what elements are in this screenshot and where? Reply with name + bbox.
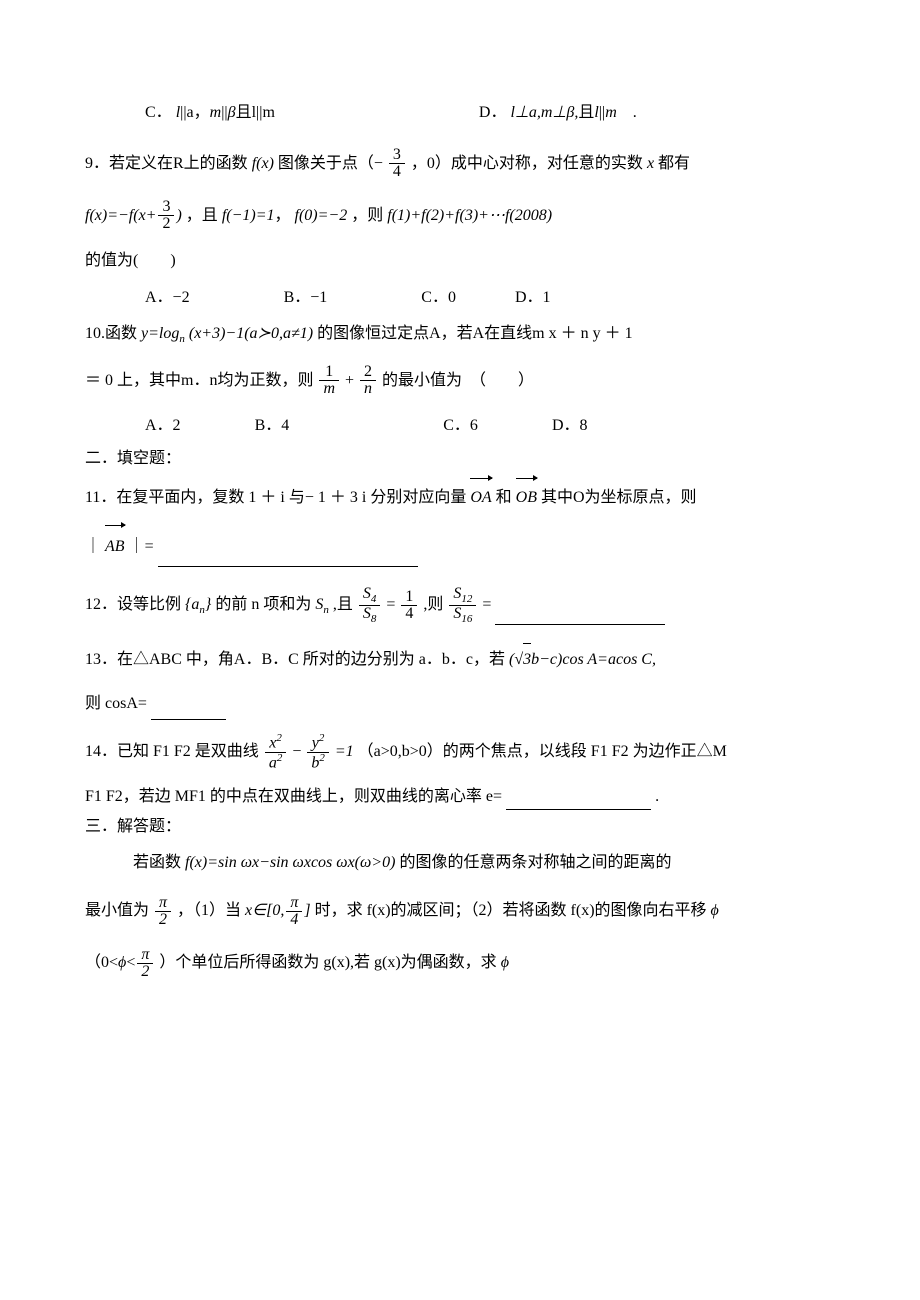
option-d: D． l⊥a,m⊥β,且l||m . [479, 100, 637, 126]
q9-optA: A．−2 [145, 285, 190, 311]
q10-options: A．2 B．4 C．6 D．8 [145, 413, 835, 439]
q9-fneg1: f(−1)=1 [222, 207, 275, 224]
q10-arg: (x+3)−1(a≻0,a≠1) [189, 325, 313, 342]
question-12: 12．设等比例 {an} 的前 n 项和为 Sn ,且 S4 S8 = 1 4 … [85, 585, 835, 625]
q12-text1: 12．设等比例 [85, 596, 181, 613]
q9-mid2: ，0）成中心对称，对任意的实数 [411, 155, 643, 172]
q14-frac2: y2 b2 [307, 733, 329, 771]
option-d-label: D． [479, 104, 507, 121]
q15-frac1: π 2 [155, 895, 171, 928]
q9-eq-left: f(x)=−f(x+ [85, 207, 156, 224]
question-13: 13．在△ABC 中，角A．B．C 所对的边分别为 a．b．c，若 (√3b−c… [85, 643, 835, 676]
question-14: 14．已知 F1 F2 是双曲线 x2 a2 − y2 b2 =1 （a>0,b… [85, 732, 835, 772]
question-15: 若函数 f(x)=sin ωx−sin ωxcos ωx(ω>0) 的图像的任意… [85, 847, 835, 879]
q12-frac3: S12 S16 [449, 586, 476, 625]
section-3-title: 三．解答题： [85, 814, 835, 840]
q9-optC: C．0 [421, 285, 456, 311]
q13-text1: 13．在△ABC 中，角A．B．C 所对的边分别为 a．b．c，若 [85, 651, 505, 668]
q13-expr: b−c)cos A=acos C, [531, 651, 656, 668]
q12-blank [495, 609, 665, 625]
question-9-line2: f(x)=−f(x+32) ，且 f(−1)=1， f(0)=−2 ，则 f(1… [85, 196, 835, 236]
q15-frac3: π2 [137, 947, 153, 980]
q15-phi3: ϕ [501, 954, 509, 971]
q15-text7: ）个单位后所得函数为 g(x),若 g(x)为偶函数，求 [159, 954, 496, 971]
q10-mid: 的图像恒过定点A，若A在直线m x ＋ n y ＋ 1 [317, 325, 633, 342]
q9-x: x [647, 155, 654, 172]
q10-line2a: ＝ 0 上，其中m．n均为正数，则 [85, 372, 313, 389]
q14-cond: （a>0,b>0）的两个焦点，以线段 F1 F2 为边作正△M [358, 743, 727, 760]
q9-mid1: 图像关于点（− [278, 155, 383, 172]
q12-text3: ,且 [333, 596, 353, 613]
q10-end: 的最小值为 （ ） [382, 372, 534, 389]
q15-frac2: π4 [286, 895, 302, 928]
q9-then: ，则 [351, 207, 383, 224]
q9-options: A．−2 B．−1 C．0 D．1 [145, 285, 835, 311]
q15-text5: 时，求 f(x)的减区间；（2）若将函数 f(x)的图像向右平移 [315, 902, 707, 919]
q9-fx: f(x) [252, 155, 274, 172]
q15-text3: 最小值为 [85, 902, 149, 919]
q11-vec-oa: OA [470, 480, 491, 515]
q11-blank [158, 551, 418, 567]
q12-text2: 的前 n 项和为 [215, 596, 311, 613]
q12-frac2: 1 4 [401, 589, 417, 622]
q15-text2: 的图像的任意两条对称轴之间的距离的 [399, 854, 671, 871]
question-9-line3: 的值为( ) [85, 248, 835, 274]
q9-and: ，且 [186, 207, 218, 224]
q11-abs-open: ｜ [85, 538, 101, 555]
q9-optB: B．−1 [284, 285, 328, 311]
q11-vec-ob: OB [516, 480, 537, 515]
q12-frac1: S4 S8 [359, 586, 381, 625]
q13-text2: 则 cosA= [85, 695, 147, 712]
q11-vec-ab: AB [105, 527, 125, 567]
question-11-line2: ｜ AB ｜= [85, 527, 835, 567]
q9-end: 的值为( ) [85, 252, 176, 269]
question-10: 10.函数 y=logn (x+3)−1(a≻0,a≠1) 的图像恒过定点A，若… [85, 321, 835, 349]
q14-blank [506, 794, 651, 810]
q15-text1: 若函数 [133, 854, 181, 871]
q10-optD: D．8 [552, 413, 588, 439]
q11-and: 和 [496, 489, 512, 506]
q10-frac2: 2 n [360, 364, 376, 397]
option-c-label: C． [145, 104, 172, 121]
question-9: 9．若定义在R上的函数 f(x) 图像关于点（− 3 4 ，0）成中心对称，对任… [85, 144, 835, 184]
q15-phi: ϕ [711, 902, 719, 919]
question-15-line3: （0<ϕ<π2 ）个单位后所得函数为 g(x),若 g(x)为偶函数，求 ϕ [85, 943, 835, 983]
question-14-line2: F1 F2，若边 MF1 的中点在双曲线上，则双曲线的离心率 e= . [85, 784, 835, 810]
q9-frac1: 3 4 [389, 147, 405, 180]
q11-text1: 11．在复平面内，复数 1 ＋ i 与− 1 ＋ 3 i 分别对应向量 [85, 489, 466, 506]
q9-frac2: 32 [158, 199, 174, 232]
q14-frac1: x2 a2 [265, 733, 287, 771]
q10-frac1: 1 m [319, 364, 339, 397]
section-2-title: 二．填空题： [85, 446, 835, 472]
q8-options: C． l||a，m||β且l||m D． l⊥a,m⊥β,且l||m . [145, 100, 835, 126]
q10-optB: B．4 [255, 413, 290, 439]
q9-sum: f(1)+f(2)+f(3)+⋯f(2008) [387, 207, 552, 224]
question-10-line2: ＝ 0 上，其中m．n均为正数，则 1 m + 2 n 的最小值为 （ ） [85, 361, 835, 401]
q15-fx: f(x)=sin ωx−sin ωxcos ωx(ω>0) [185, 854, 395, 871]
q11-abs-close: ｜= [129, 538, 154, 555]
q14-text1: 14．已知 F1 F2 是双曲线 [85, 743, 259, 760]
q10-optA: A．2 [145, 413, 181, 439]
q14-text2: F1 F2，若边 MF1 的中点在双曲线上，则双曲线的离心率 e= [85, 788, 502, 805]
question-13-line2: 则 cosA= [85, 688, 835, 720]
q13-blank [151, 704, 226, 720]
option-c: C． l||a，m||β且l||m [145, 100, 275, 126]
q12-then: ,则 [423, 596, 443, 613]
q10-optC: C．6 [443, 413, 478, 439]
q11-text2: 其中O为坐标原点，则 [541, 489, 697, 506]
question-11: 11．在复平面内，复数 1 ＋ i 与− 1 ＋ 3 i 分别对应向量 OA 和… [85, 480, 835, 515]
q14-period: . [655, 788, 659, 805]
q9-prefix: 9．若定义在R上的函数 [85, 155, 248, 172]
q15-text4: ，（1）当 [177, 902, 241, 919]
q15-text6: （0< [85, 954, 118, 971]
q9-optD: D．1 [515, 285, 551, 311]
q15-xin: x∈[0, [245, 902, 284, 919]
q9-mid3: 都有 [658, 155, 690, 172]
q9-f0: f(0)=−2 [295, 207, 348, 224]
q10-prefix: 10.函数 [85, 325, 141, 342]
question-15-line2: 最小值为 π 2 ，（1）当 x∈[0,π4] 时，求 f(x)的减区间；（2）… [85, 891, 835, 931]
